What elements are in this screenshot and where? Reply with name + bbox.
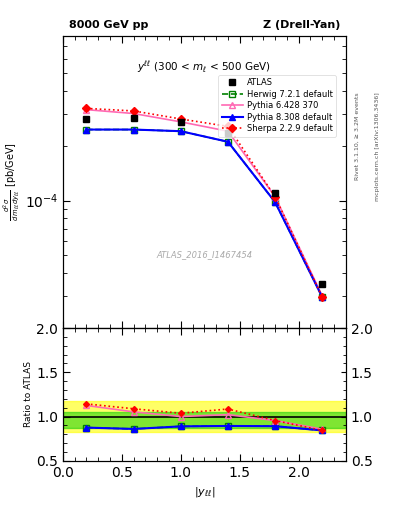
Pythia 6.428 370 (273, 194, 277, 200)
Herwig 7.2.1 default (84, 126, 89, 133)
Sherpa 2.2.9 default (273, 194, 277, 200)
Sherpa 2.2.9 default (320, 294, 325, 301)
Pythia 8.308 default (131, 126, 136, 133)
Pythia 8.308 default (273, 199, 277, 205)
Text: Rivet 3.1.10, ≥ 3.2M events: Rivet 3.1.10, ≥ 3.2M events (355, 92, 360, 180)
Sherpa 2.2.9 default (84, 105, 89, 112)
Line: ATLAS: ATLAS (83, 114, 326, 287)
Herwig 7.2.1 default (273, 199, 277, 205)
Sherpa 2.2.9 default (226, 123, 230, 130)
Pythia 6.428 370 (320, 293, 325, 299)
Line: Pythia 8.308 default: Pythia 8.308 default (83, 126, 326, 301)
Bar (63, 400, 346, 433)
Sherpa 2.2.9 default (131, 108, 136, 114)
Sherpa 2.2.9 default (178, 116, 183, 122)
Pythia 6.428 370 (131, 111, 136, 117)
Pythia 8.308 default (84, 126, 89, 133)
ATLAS (226, 130, 230, 136)
Text: ATLAS_2016_I1467454: ATLAS_2016_I1467454 (156, 250, 252, 260)
Text: mcplots.cern.ch [arXiv:1306.3436]: mcplots.cern.ch [arXiv:1306.3436] (375, 92, 380, 201)
Line: Herwig 7.2.1 default: Herwig 7.2.1 default (83, 126, 326, 301)
Pythia 6.428 370 (226, 128, 230, 134)
Text: 8000 GeV pp: 8000 GeV pp (68, 20, 148, 30)
Text: Z (Drell-Yan): Z (Drell-Yan) (263, 20, 340, 30)
Pythia 6.428 370 (84, 106, 89, 113)
Herwig 7.2.1 default (226, 139, 230, 145)
ATLAS (273, 190, 277, 196)
Y-axis label: Ratio to ATLAS: Ratio to ATLAS (24, 361, 33, 428)
ATLAS (320, 281, 325, 287)
Pythia 8.308 default (226, 139, 230, 145)
X-axis label: $|y_{\ell\ell}|$: $|y_{\ell\ell}|$ (194, 485, 215, 499)
Line: Sherpa 2.2.9 default: Sherpa 2.2.9 default (84, 105, 325, 300)
Text: $y^{\ell\ell}$ (300 < $m_{\ell}$ < 500 GeV): $y^{\ell\ell}$ (300 < $m_{\ell}$ < 500 G… (137, 59, 272, 75)
Herwig 7.2.1 default (131, 126, 136, 133)
Legend: ATLAS, Herwig 7.2.1 default, Pythia 6.428 370, Pythia 8.308 default, Sherpa 2.2.: ATLAS, Herwig 7.2.1 default, Pythia 6.42… (219, 75, 336, 137)
ATLAS (84, 116, 89, 122)
Herwig 7.2.1 default (178, 128, 183, 134)
Y-axis label: $\frac{d^2\sigma}{d\,m_{\ell\ell}\,dy_{\ell\ell}}$ [pb/GeV]: $\frac{d^2\sigma}{d\,m_{\ell\ell}\,dy_{\… (1, 142, 22, 221)
Pythia 6.428 370 (178, 119, 183, 125)
Pythia 8.308 default (320, 294, 325, 301)
ATLAS (178, 119, 183, 125)
ATLAS (131, 115, 136, 121)
Bar (63, 412, 346, 428)
Pythia 8.308 default (178, 128, 183, 134)
Herwig 7.2.1 default (320, 294, 325, 301)
Line: Pythia 6.428 370: Pythia 6.428 370 (83, 106, 326, 300)
